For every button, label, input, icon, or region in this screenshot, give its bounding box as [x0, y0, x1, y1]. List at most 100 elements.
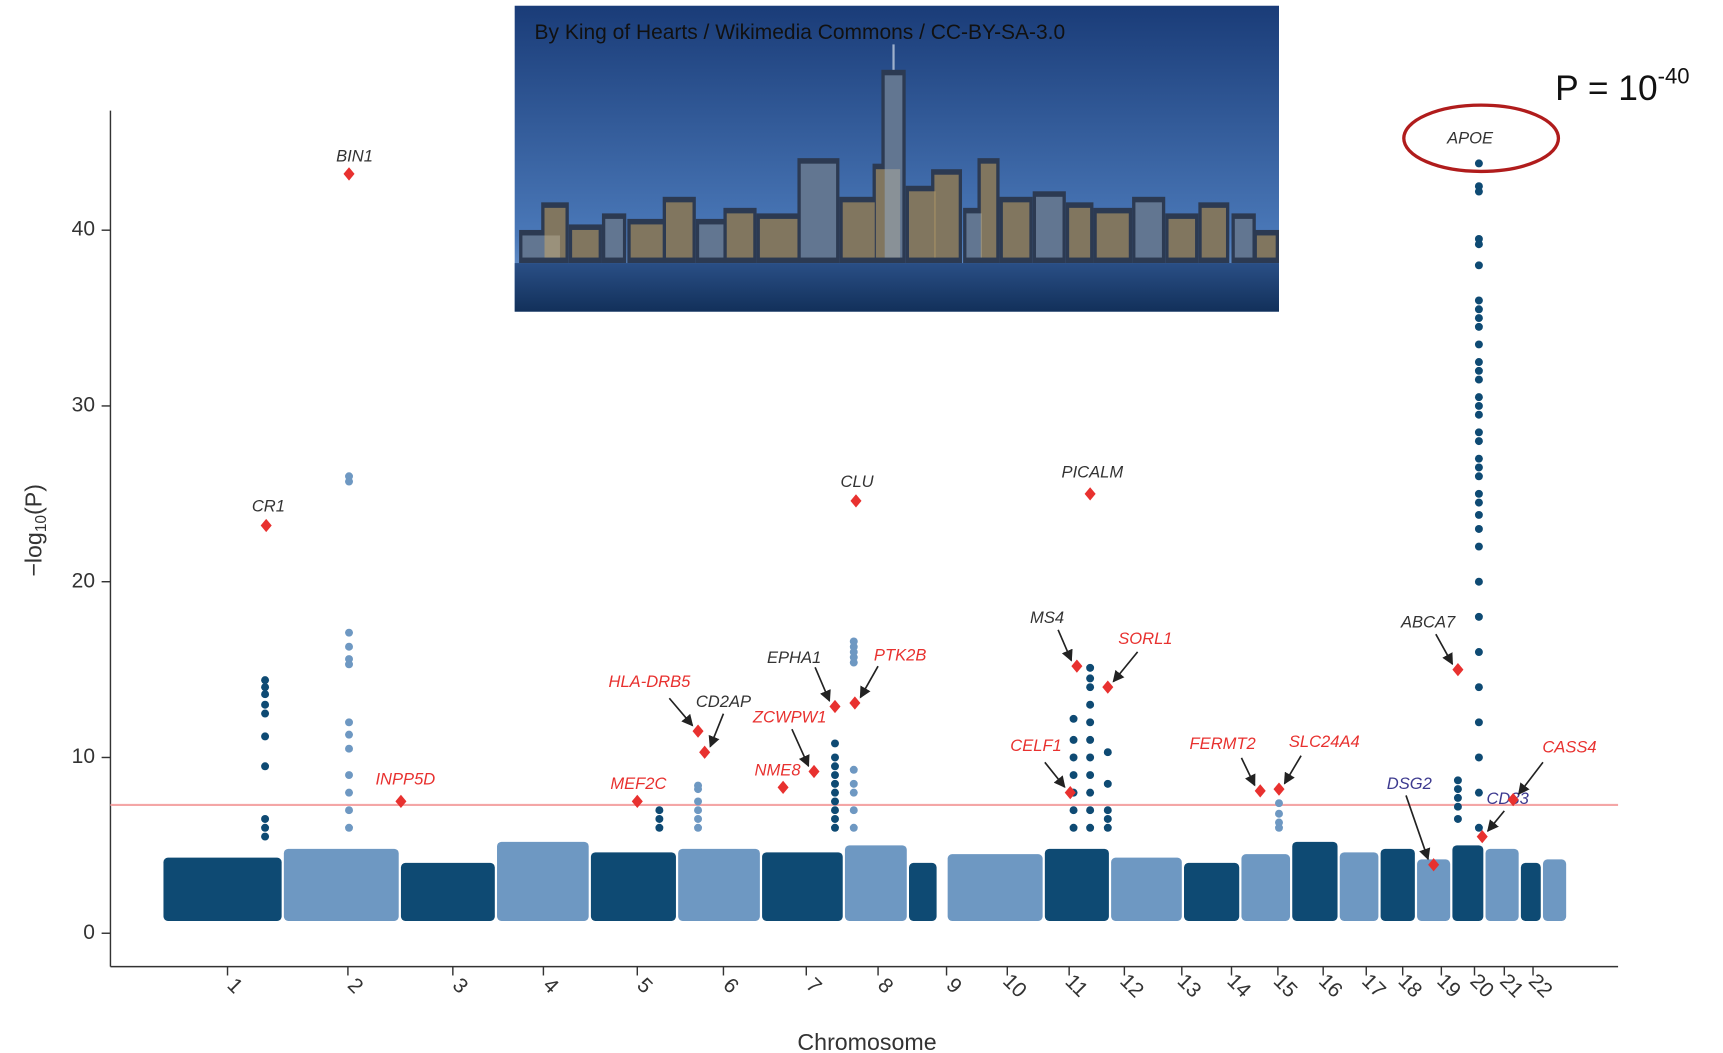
- snp-band: [591, 852, 676, 921]
- gene-marker: [849, 696, 860, 709]
- building-light: [1235, 219, 1253, 258]
- x-tick-label: 9: [942, 974, 967, 999]
- gene-arrow: [1436, 634, 1453, 664]
- y-tick-label: 30: [72, 393, 95, 416]
- snp-point: [345, 718, 353, 726]
- snp-point: [1086, 771, 1094, 779]
- chart: By King of Hearts / Wikimedia Commons / …: [0, 0, 1723, 1053]
- snp-point: [1104, 806, 1112, 814]
- snp-point: [850, 780, 858, 788]
- building-light: [631, 224, 663, 257]
- snp-point: [1475, 314, 1483, 322]
- building-light: [1097, 213, 1129, 257]
- x-tick-label: 22: [1524, 969, 1557, 1002]
- building-light: [1202, 208, 1226, 258]
- gene-label: DSG2: [1387, 774, 1432, 793]
- snp-point: [850, 806, 858, 814]
- snp-point: [1475, 789, 1483, 797]
- y-title-subscript: 10: [33, 515, 50, 532]
- gene-label: MEF2C: [610, 774, 667, 793]
- snp-band: [1045, 849, 1109, 921]
- snp-band: [497, 842, 589, 921]
- gene-marker: [829, 700, 840, 713]
- building-light: [1169, 219, 1196, 258]
- gene-marker: [693, 724, 704, 737]
- gene-label: ZCWPW1: [752, 708, 827, 727]
- snp-point: [655, 806, 663, 814]
- snp-point: [1475, 525, 1483, 533]
- snp-band: [1452, 845, 1483, 921]
- snp-point: [1475, 463, 1483, 471]
- snp-point: [261, 710, 269, 718]
- snp-band: [1184, 863, 1239, 921]
- building-light: [545, 208, 566, 258]
- snp-point: [1454, 815, 1462, 823]
- snp-point: [345, 824, 353, 832]
- snp-point: [1475, 718, 1483, 726]
- gene-label: BIN1: [336, 146, 373, 165]
- snp-point: [1475, 455, 1483, 463]
- snp-point: [831, 789, 839, 797]
- snp-point: [345, 643, 353, 651]
- snp-point: [345, 745, 353, 753]
- snp-point: [1454, 776, 1462, 784]
- snp-point: [1475, 683, 1483, 691]
- y-title-suffix: (P): [20, 484, 46, 515]
- x-tick-label: 12: [1115, 969, 1148, 1002]
- gene-label: FERMT2: [1190, 734, 1256, 753]
- photo-caption: By King of Hearts / Wikimedia Commons / …: [535, 21, 1066, 44]
- y-tick-label: 20: [72, 569, 95, 592]
- building-light: [909, 191, 936, 257]
- x-tick-label: 10: [998, 969, 1031, 1002]
- snp-point: [694, 797, 702, 805]
- snp-band: [1486, 849, 1519, 921]
- snp-point: [1475, 358, 1483, 366]
- x-tick-label: 8: [873, 974, 898, 999]
- snp-point: [1475, 499, 1483, 507]
- gene-marker: [1085, 487, 1096, 500]
- snp-point: [831, 806, 839, 814]
- snp-point: [1454, 794, 1462, 802]
- x-tick-label: 11: [1061, 970, 1093, 1002]
- snp-point: [1475, 393, 1483, 401]
- snp-point: [261, 732, 269, 740]
- snp-point: [1086, 806, 1094, 814]
- snp-point: [1070, 736, 1078, 744]
- snp-band: [845, 845, 907, 921]
- snp-point: [1275, 810, 1283, 818]
- snp-band: [762, 852, 843, 921]
- snp-point: [1475, 323, 1483, 331]
- snp-point: [831, 797, 839, 805]
- snp-point: [831, 815, 839, 823]
- gene-marker: [1065, 786, 1076, 799]
- photo-water: [515, 263, 1279, 312]
- snp-point: [345, 478, 353, 486]
- p-callout: P = 10-40: [1555, 63, 1689, 108]
- y-title-prefix: −log: [20, 532, 46, 576]
- snp-point: [1475, 240, 1483, 248]
- snp-point: [831, 739, 839, 747]
- snp-point: [1475, 411, 1483, 419]
- snp-point: [1454, 785, 1462, 793]
- x-tick-label: 21: [1495, 969, 1528, 1002]
- snp-point: [1475, 613, 1483, 621]
- gene-marker: [1452, 663, 1463, 676]
- snp-point: [1104, 824, 1112, 832]
- x-tick-label: 15: [1269, 969, 1302, 1002]
- gene-label: SLC24A4: [1289, 732, 1360, 751]
- gene-arrow: [1285, 756, 1302, 784]
- snp-point: [831, 824, 839, 832]
- gene-label: HLA-DRB5: [609, 672, 692, 691]
- building-light: [934, 175, 958, 258]
- snp-point: [261, 815, 269, 823]
- gene-label: CD2AP: [696, 692, 751, 711]
- x-tick-label: 16: [1314, 969, 1347, 1002]
- building-light: [572, 230, 599, 258]
- snp-point: [1086, 736, 1094, 744]
- gene-label: SORL1: [1118, 629, 1172, 648]
- snp-point: [1086, 789, 1094, 797]
- snp-point: [1475, 188, 1483, 196]
- snp-point: [831, 762, 839, 770]
- snp-point: [1475, 340, 1483, 348]
- snp-point: [1475, 437, 1483, 445]
